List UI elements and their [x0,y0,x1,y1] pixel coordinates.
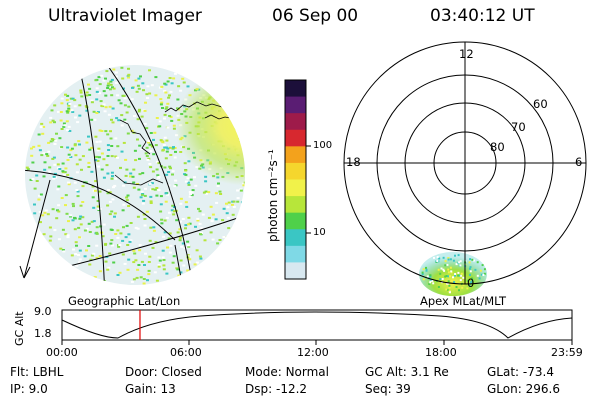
footer-glat: GLat: -73.4 [487,365,554,379]
timeline-xtick-4: 23:59 [551,346,583,359]
timeline-plot [61,309,573,345]
mlt-label-12: 12 [459,47,474,61]
timeline-xtick-1: 06:00 [170,346,202,359]
colorbar-band [285,146,306,164]
mlt-label-6: 6 [575,155,583,169]
colorbar-band [285,129,306,147]
colorbar-band [285,229,306,247]
timeline-ytick-high: 9.0 [34,305,52,318]
orientation-arrow [19,179,51,279]
colorbar [284,79,311,280]
lat-label-70: 70 [511,120,526,134]
coastlines [39,79,236,186]
colorbar-band [285,262,306,280]
altitude-curve [61,311,573,339]
timeline-xtick-0: 00:00 [46,346,78,359]
timeline-xtick-2: 12:00 [297,346,329,359]
footer-seq: Seq: 39 [365,382,411,396]
footer-dsp: Dsp: -12.2 [245,382,308,396]
lat-label-80: 80 [490,140,505,154]
colorbar-band [285,113,306,131]
footer-gc-alt: GC Alt: 3.1 Re [365,365,449,379]
colorbar-band [285,212,306,230]
footer-gain: Gain: 13 [125,382,176,396]
aurora-oval-blob [419,252,487,296]
geographic-caption: Geographic Lat/Lon [68,294,181,308]
timeline-ytick-low: 1.8 [34,327,52,340]
apex-caption: Apex MLat/MLT [420,294,507,308]
mlt-label-18: 18 [346,155,361,169]
polar-plot [343,41,587,296]
colorbar-band [285,162,306,181]
colorbar-band [285,245,306,264]
footer-glon: GLon: 296.6 [487,382,560,396]
timeline-frame [61,309,573,341]
colorbar-band [285,80,306,98]
time-label: 03:40:12 UT [430,6,535,26]
timeline-y-title: GC Alt [13,311,26,346]
colorbar-label-100: 100 [313,140,333,151]
instrument-title: Ultraviolet Imager [48,6,202,26]
colorbar-band [285,96,306,114]
colorbar-unit-label: photon cm⁻²s⁻¹ [266,149,280,242]
footer-ip: IP: 9.0 [10,382,48,396]
colorbar-band [285,196,306,214]
date-label: 06 Sep 00 [272,6,359,26]
footer-filter: Flt: LBHL [10,365,64,379]
footer-door: Door: Closed [125,365,202,379]
lat-label-60: 60 [533,97,548,111]
timeline-xtick-3: 18:00 [425,346,457,359]
colorbar-band [285,179,306,197]
uv-image [19,65,245,285]
footer-mode: Mode: Normal [245,365,329,379]
colorbar-label-10: 10 [313,227,326,238]
mlt-label-0: 0 [467,276,475,290]
